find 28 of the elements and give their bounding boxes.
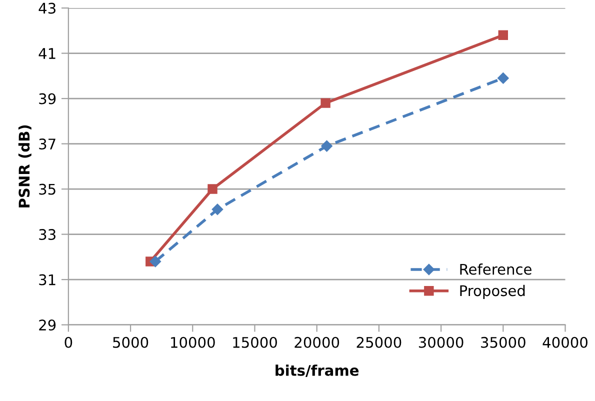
legend-label: Proposed bbox=[460, 284, 525, 300]
x-tick-label: 40000 bbox=[542, 336, 588, 348]
y-tick-label: 39 bbox=[39, 93, 56, 104]
y-axis-title: PSNR (dB) bbox=[18, 125, 32, 208]
x-tick-label: 25000 bbox=[356, 336, 402, 348]
y-tick-label: 33 bbox=[39, 229, 56, 240]
x-tick-label: 20000 bbox=[294, 336, 340, 348]
point bbox=[208, 184, 218, 194]
x-axis-title: bits/frame bbox=[276, 364, 359, 378]
legend-label: Reference bbox=[460, 263, 532, 275]
y-tick-label: 31 bbox=[39, 274, 56, 286]
point bbox=[212, 204, 224, 216]
point bbox=[320, 98, 330, 108]
y-tick-label: 29 bbox=[39, 320, 56, 331]
x-tick-label: 15000 bbox=[233, 336, 277, 348]
point bbox=[498, 72, 509, 84]
y-tick-label: 35 bbox=[39, 184, 56, 195]
y-tick-label: 41 bbox=[38, 48, 56, 59]
x-tick-label: 30000 bbox=[418, 336, 464, 348]
x-tick-label: 10000 bbox=[171, 336, 215, 348]
x-tick-label: 35000 bbox=[481, 336, 526, 348]
y-tick-label: 43 bbox=[38, 2, 56, 14]
x-tick-label: 0 bbox=[64, 336, 72, 348]
x-tick-label: 5000 bbox=[113, 336, 148, 348]
point bbox=[150, 256, 161, 268]
point bbox=[321, 140, 332, 152]
y-tick-label: 37 bbox=[39, 138, 56, 150]
point bbox=[498, 30, 508, 40]
